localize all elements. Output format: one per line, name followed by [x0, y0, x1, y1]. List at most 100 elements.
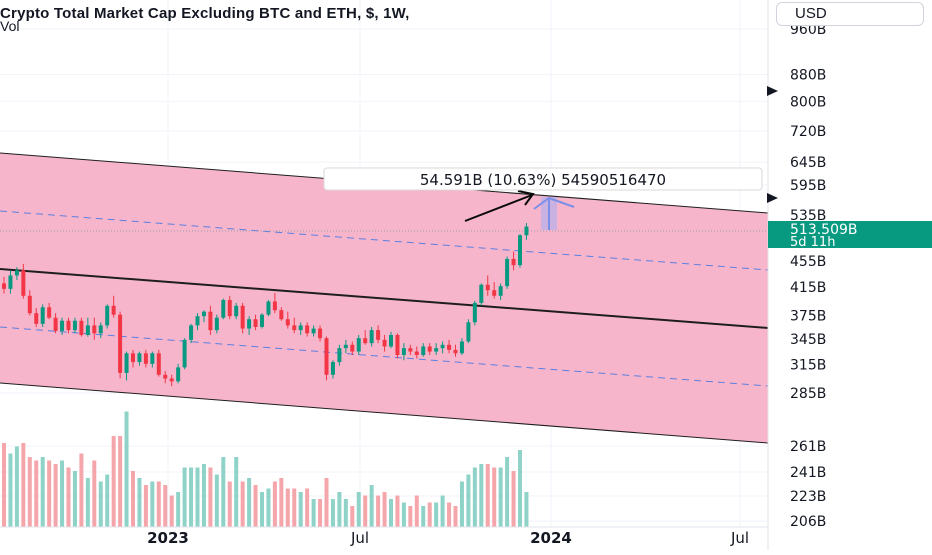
volume-legend-label[interactable]: Vol: [0, 18, 20, 34]
candle-body[interactable]: [214, 317, 219, 331]
candle-body[interactable]: [395, 334, 400, 356]
candle-body[interactable]: [524, 226, 529, 236]
candle-body[interactable]: [472, 302, 477, 323]
candle-body[interactable]: [376, 330, 381, 340]
candle-body[interactable]: [427, 346, 432, 352]
price-tick-label: 206B: [790, 514, 826, 530]
candle-body[interactable]: [247, 319, 252, 329]
candle-body[interactable]: [447, 344, 452, 350]
candle-body[interactable]: [27, 295, 32, 314]
candle-body[interactable]: [318, 328, 323, 339]
candle-body[interactable]: [453, 349, 458, 354]
candle-body[interactable]: [14, 270, 19, 276]
alert-marker-icon[interactable]: [767, 193, 778, 203]
candle-body[interactable]: [221, 300, 226, 318]
candle-body[interactable]: [298, 325, 303, 331]
candle-body[interactable]: [105, 305, 110, 326]
candle-body[interactable]: [324, 338, 329, 375]
candle-body[interactable]: [253, 319, 258, 327]
candle-body[interactable]: [118, 314, 123, 373]
candle-body[interactable]: [8, 275, 13, 289]
candle-body[interactable]: [189, 325, 194, 340]
candle-body[interactable]: [466, 322, 471, 342]
candle-body[interactable]: [182, 339, 187, 368]
candle-body[interactable]: [363, 338, 368, 344]
candle-body[interactable]: [356, 338, 361, 352]
candle-body[interactable]: [53, 317, 58, 331]
candle-body[interactable]: [337, 348, 342, 363]
drawn-arrow-line[interactable]: [464, 194, 533, 222]
candle-body[interactable]: [440, 344, 445, 349]
time-axis[interactable]: 2023 Jul 2024 Jul: [147, 529, 749, 547]
candle-body[interactable]: [47, 307, 52, 318]
candle-body[interactable]: [292, 325, 297, 331]
candle-body[interactable]: [518, 235, 522, 266]
candle-body[interactable]: [150, 353, 155, 364]
price-axis[interactable]: 960B 880B 800B 720B 645B 595B 535B 455B 415B 375B…: [790, 22, 826, 530]
candle-body[interactable]: [60, 320, 65, 331]
candle-body[interactable]: [434, 348, 439, 352]
candle-body[interactable]: [266, 301, 271, 315]
currency-button[interactable]: USD: [776, 2, 924, 26]
candle-body[interactable]: [485, 284, 490, 291]
candle-body[interactable]: [311, 328, 316, 334]
candle-body[interactable]: [66, 320, 71, 331]
candle-body[interactable]: [98, 325, 103, 334]
candle-body[interactable]: [350, 344, 355, 352]
candle-body[interactable]: [330, 362, 335, 375]
candle-body[interactable]: [2, 283, 6, 289]
candle-body[interactable]: [272, 301, 277, 311]
candle-body[interactable]: [505, 258, 510, 287]
candle-body[interactable]: [137, 353, 142, 363]
candle-body[interactable]: [414, 351, 419, 356]
candle-body[interactable]: [389, 334, 393, 347]
candle-body[interactable]: [143, 353, 148, 364]
channel-upper-quarter-line[interactable]: [0, 210, 769, 271]
candle-body[interactable]: [156, 353, 161, 375]
candle-body[interactable]: [498, 286, 503, 296]
candle-body[interactable]: [369, 330, 374, 344]
candle-body[interactable]: [305, 325, 310, 334]
candle-body[interactable]: [479, 284, 484, 303]
candle-body[interactable]: [459, 341, 464, 354]
candle-body[interactable]: [208, 311, 213, 331]
candle-body[interactable]: [421, 346, 426, 356]
candle-body[interactable]: [195, 316, 200, 326]
candle-body[interactable]: [131, 353, 135, 363]
channel-bottom-line[interactable]: [0, 382, 769, 444]
alert-marker-icon[interactable]: [767, 86, 778, 96]
candle-body[interactable]: [79, 320, 84, 335]
candle-body[interactable]: [234, 305, 239, 317]
drawn-arrow-head[interactable]: [517, 190, 535, 206]
candle-body[interactable]: [511, 258, 516, 266]
candle-body[interactable]: [382, 339, 387, 347]
candle-body[interactable]: [169, 378, 174, 382]
candle-body[interactable]: [260, 314, 264, 327]
candle-body[interactable]: [21, 270, 26, 296]
candle-body[interactable]: [343, 344, 348, 349]
candle-body[interactable]: [72, 320, 77, 331]
measure-label-box[interactable]: [323, 167, 763, 191]
candle-body[interactable]: [40, 307, 45, 324]
candle-body[interactable]: [124, 353, 129, 373]
candle-body[interactable]: [201, 311, 206, 317]
candle-body[interactable]: [111, 305, 116, 315]
candle-body[interactable]: [492, 290, 497, 296]
candle-body[interactable]: [176, 367, 181, 382]
candle-body[interactable]: [85, 325, 90, 335]
candle-body[interactable]: [240, 305, 245, 329]
candle-body[interactable]: [279, 310, 284, 320]
candle-body[interactable]: [34, 313, 39, 324]
channel-lower-quarter-line[interactable]: [0, 326, 769, 387]
candle-body[interactable]: [401, 348, 406, 356]
candle-body[interactable]: [163, 374, 168, 379]
candle-body[interactable]: [92, 325, 97, 334]
channel-median-line[interactable]: [0, 268, 769, 329]
candle-body[interactable]: [408, 348, 413, 352]
candle-body[interactable]: [285, 319, 290, 326]
chart-title[interactable]: Crypto Total Market Cap Excluding BTC an…: [0, 5, 410, 22]
candlesticks[interactable]: [2, 223, 529, 387]
candle-body[interactable]: [227, 300, 232, 317]
